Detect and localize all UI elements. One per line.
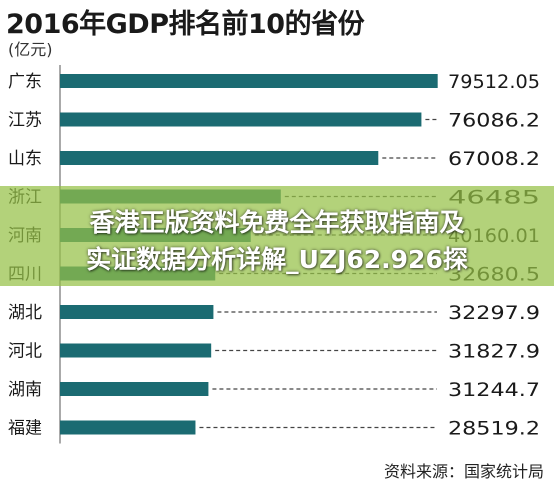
category-label: 湖南 bbox=[8, 380, 42, 400]
value-label: 31827.9 bbox=[448, 341, 540, 363]
category-label: 湖北 bbox=[8, 303, 42, 323]
category-label: 河北 bbox=[8, 342, 42, 362]
unit-label: (亿元) bbox=[8, 40, 53, 59]
category-label: 山东 bbox=[8, 149, 42, 169]
chart-title: 2016年GDP排名前10的省份 bbox=[6, 9, 365, 40]
watermark-banner: 香港正版资料免费全年获取指南及 实证数据分析详解_UZJ62.926探 bbox=[0, 186, 554, 286]
bar bbox=[60, 74, 438, 88]
watermark-line-2: 实证数据分析详解_UZJ62.926探 bbox=[86, 245, 468, 274]
bar bbox=[60, 382, 209, 396]
value-label: 32297.9 bbox=[448, 302, 540, 324]
category-label: 福建 bbox=[8, 419, 42, 439]
bar bbox=[60, 420, 196, 435]
value-label: 67008.2 bbox=[448, 148, 540, 170]
source-note: 资料来源：国家统计局 bbox=[383, 462, 544, 481]
bar bbox=[60, 305, 214, 319]
value-label: 79512.05 bbox=[448, 71, 540, 93]
bar bbox=[60, 112, 422, 127]
category-label: 江苏 bbox=[8, 111, 42, 131]
bar bbox=[60, 343, 212, 358]
category-label: 广东 bbox=[8, 72, 42, 92]
bar bbox=[60, 151, 379, 165]
value-label: 28519.2 bbox=[448, 418, 540, 440]
value-label: 31244.7 bbox=[448, 379, 540, 401]
watermark-line-1: 香港正版资料免费全年获取指南及 bbox=[89, 208, 465, 237]
value-label: 76086.2 bbox=[448, 110, 540, 132]
